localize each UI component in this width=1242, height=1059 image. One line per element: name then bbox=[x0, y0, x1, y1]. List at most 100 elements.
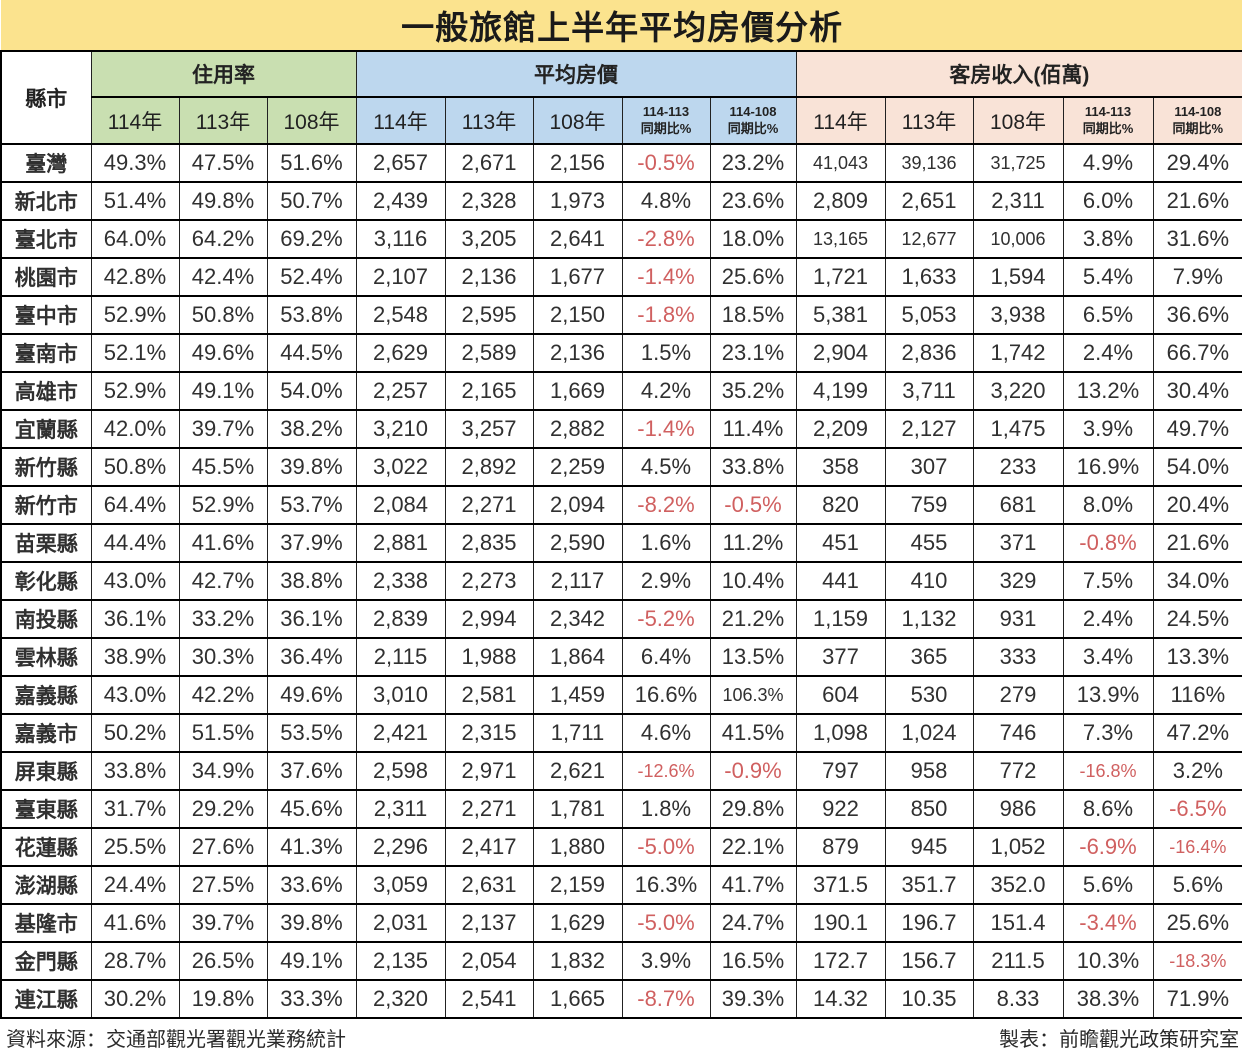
cell-revenue: 759 bbox=[884, 485, 974, 525]
cell-occupancy: 45.6% bbox=[266, 789, 357, 829]
cell-revenue: 54.0% bbox=[1152, 447, 1242, 487]
cell-price: 1,973 bbox=[532, 181, 623, 221]
table-row: 基隆市 41.6% 39.7% 39.8% 2,031 2,137 1,629 -5.0% 24… bbox=[0, 903, 1242, 943]
cell-price: 2,589 bbox=[444, 333, 534, 373]
cell-revenue: 5.6% bbox=[1062, 865, 1154, 905]
cell-price: 33.8% bbox=[709, 447, 797, 487]
cell-price: -1.4% bbox=[621, 257, 711, 297]
table-row: 高雄市 52.9% 49.1% 54.0% 2,257 2,165 1,669 4.2% 35.… bbox=[0, 371, 1242, 411]
cell-price: 1,880 bbox=[532, 827, 623, 867]
row-label-county: 臺灣 bbox=[0, 143, 92, 183]
cell-occupancy: 69.2% bbox=[266, 219, 357, 259]
cell-price: 2,031 bbox=[355, 903, 446, 943]
cell-price: 2,631 bbox=[444, 865, 534, 905]
cell-revenue: 5,381 bbox=[795, 295, 886, 335]
cell-price: 2,117 bbox=[532, 561, 623, 601]
cell-price: 2,311 bbox=[355, 789, 446, 829]
cell-occupancy: 64.4% bbox=[90, 485, 180, 525]
cell-revenue: 233 bbox=[972, 447, 1064, 487]
cell-revenue: 2,651 bbox=[884, 181, 974, 221]
cell-price: 2,338 bbox=[355, 561, 446, 601]
cell-revenue: 196.7 bbox=[884, 903, 974, 943]
cell-price: 2,159 bbox=[532, 865, 623, 905]
cell-price: 2,259 bbox=[532, 447, 623, 487]
cell-revenue: 2,904 bbox=[795, 333, 886, 373]
cell-price: 23.2% bbox=[709, 143, 797, 183]
cell-revenue: 329 bbox=[972, 561, 1064, 601]
table-row: 雲林縣 38.9% 30.3% 36.4% 2,115 1,988 1,864 6.4% 13.… bbox=[0, 637, 1242, 677]
cell-price: 39.3% bbox=[709, 979, 797, 1019]
cell-price: 2,136 bbox=[532, 333, 623, 373]
cell-revenue: 4.9% bbox=[1062, 143, 1154, 183]
cell-price: 4.2% bbox=[621, 371, 711, 411]
cell-price: 29.8% bbox=[709, 789, 797, 829]
row-label-county: 苗栗縣 bbox=[0, 523, 92, 563]
cell-occupancy: 37.6% bbox=[266, 751, 357, 791]
col-header-revenue-108年: 108年 bbox=[972, 96, 1064, 145]
cell-price: 1.6% bbox=[621, 523, 711, 563]
cell-occupancy: 42.0% bbox=[90, 409, 180, 449]
cell-occupancy: 54.0% bbox=[266, 371, 357, 411]
cell-revenue: 879 bbox=[795, 827, 886, 867]
cell-occupancy: 42.8% bbox=[90, 257, 180, 297]
cell-revenue: 797 bbox=[795, 751, 886, 791]
cell-price: 2,137 bbox=[444, 903, 534, 943]
cell-revenue: 1,633 bbox=[884, 257, 974, 297]
cell-price: 2,273 bbox=[444, 561, 534, 601]
cell-revenue: 10.35 bbox=[884, 979, 974, 1019]
row-label-county: 屏東縣 bbox=[0, 751, 92, 791]
footer-row: 資料來源：交通部觀光署觀光業務統計 製表：前瞻觀光政策研究室 bbox=[1, 1017, 1242, 1055]
table-row: 嘉義市 50.2% 51.5% 53.5% 2,421 2,315 1,711 4.6% 41.… bbox=[0, 713, 1242, 753]
cell-price: 2,054 bbox=[444, 941, 534, 981]
row-label-county: 新竹市 bbox=[0, 485, 92, 525]
cell-occupancy: 39.8% bbox=[266, 903, 357, 943]
cell-revenue: 8.0% bbox=[1062, 485, 1154, 525]
cell-price: -2.8% bbox=[621, 219, 711, 259]
cell-price: -1.4% bbox=[621, 409, 711, 449]
cell-occupancy: 50.8% bbox=[90, 447, 180, 487]
cell-price: 2,892 bbox=[444, 447, 534, 487]
cell-revenue: 441 bbox=[795, 561, 886, 601]
cell-price: 2,439 bbox=[355, 181, 446, 221]
cell-revenue: 2.4% bbox=[1062, 333, 1154, 373]
cell-revenue: 2,836 bbox=[884, 333, 974, 373]
group-header-room-revenue: 客房收入(佰萬) bbox=[795, 50, 1242, 98]
cell-occupancy: 44.5% bbox=[266, 333, 357, 373]
cell-price: 2,296 bbox=[355, 827, 446, 867]
cell-price: -1.8% bbox=[621, 295, 711, 335]
cell-price: 2,595 bbox=[444, 295, 534, 335]
cell-price: 2,328 bbox=[444, 181, 534, 221]
cell-occupancy: 41.6% bbox=[90, 903, 180, 943]
cell-occupancy: 45.5% bbox=[178, 447, 268, 487]
cell-revenue: 681 bbox=[972, 485, 1064, 525]
cell-price: 2,107 bbox=[355, 257, 446, 297]
cell-occupancy: 33.6% bbox=[266, 865, 357, 905]
table-row: 嘉義縣 43.0% 42.2% 49.6% 3,010 2,581 1,459 16.6% 10… bbox=[0, 675, 1242, 715]
cell-revenue: 455 bbox=[884, 523, 974, 563]
cell-price: 23.6% bbox=[709, 181, 797, 221]
row-label-county: 雲林縣 bbox=[0, 637, 92, 677]
cell-revenue: 4,199 bbox=[795, 371, 886, 411]
cell-occupancy: 29.2% bbox=[178, 789, 268, 829]
cell-revenue: 1,721 bbox=[795, 257, 886, 297]
cell-occupancy: 30.3% bbox=[178, 637, 268, 677]
cell-revenue: 1,742 bbox=[972, 333, 1064, 373]
cell-occupancy: 25.5% bbox=[90, 827, 180, 867]
cell-revenue: 8.33 bbox=[972, 979, 1064, 1019]
cell-price: 1,459 bbox=[532, 675, 623, 715]
cell-occupancy: 64.2% bbox=[178, 219, 268, 259]
cell-price: 1,988 bbox=[444, 637, 534, 677]
cell-revenue: 3,938 bbox=[972, 295, 1064, 335]
cell-revenue: 3.9% bbox=[1062, 409, 1154, 449]
cell-revenue: 7.9% bbox=[1152, 257, 1242, 297]
table-row: 屏東縣 33.8% 34.9% 37.6% 2,598 2,971 2,621 -12.6% -… bbox=[0, 751, 1242, 791]
cell-price: 23.1% bbox=[709, 333, 797, 373]
col-header-occupancy-108年: 108年 bbox=[266, 96, 357, 145]
cell-occupancy: 36.1% bbox=[90, 599, 180, 639]
cell-price: 2,421 bbox=[355, 713, 446, 753]
cell-price: 4.8% bbox=[621, 181, 711, 221]
cell-price: 3.9% bbox=[621, 941, 711, 981]
cell-revenue: 10.3% bbox=[1062, 941, 1154, 981]
cell-price: -8.2% bbox=[621, 485, 711, 525]
